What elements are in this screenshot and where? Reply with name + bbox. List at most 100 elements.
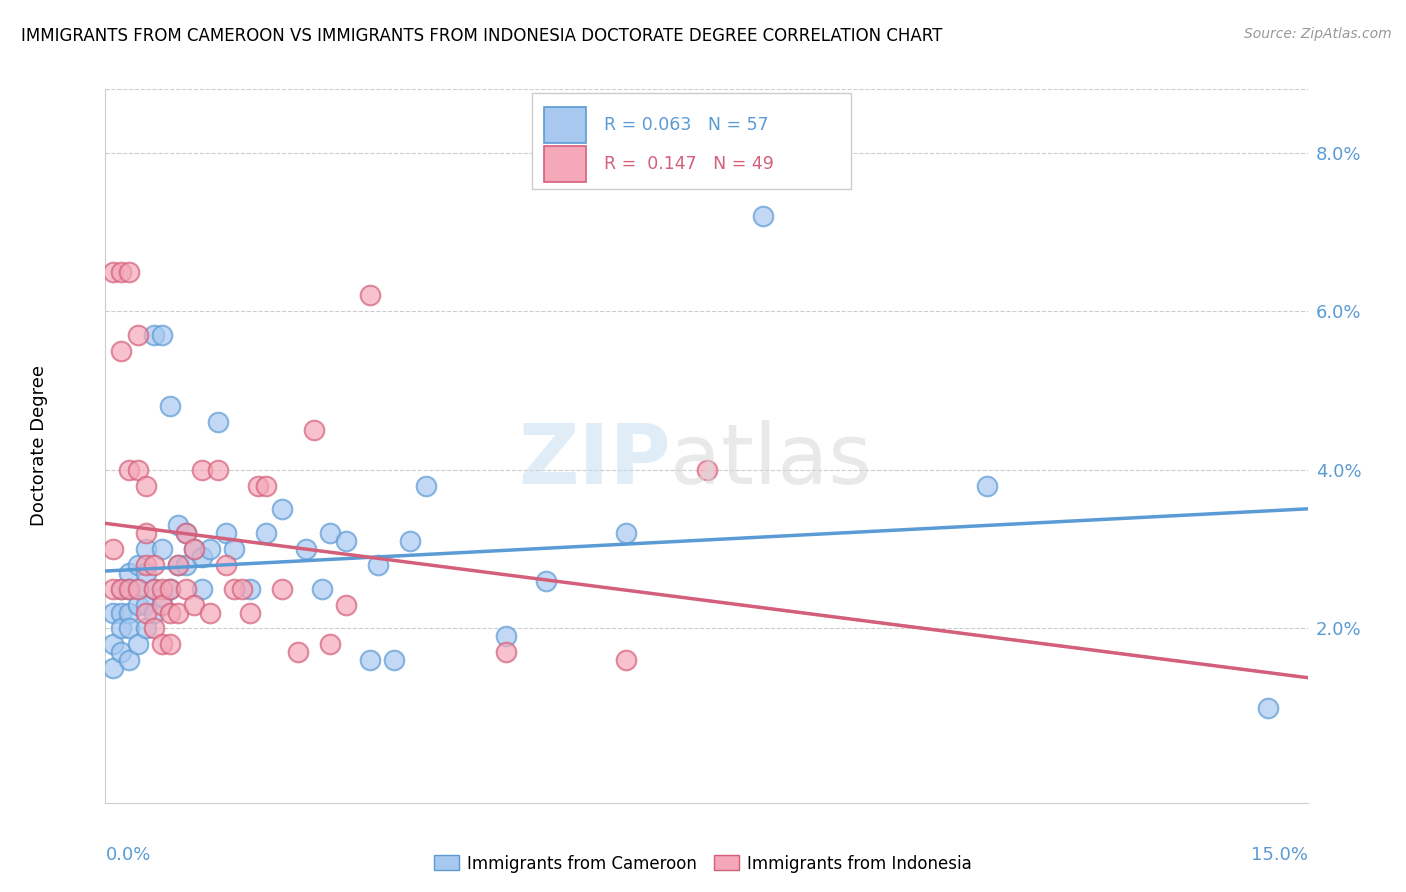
Point [359, 288, 381, 302]
Point [287, 645, 309, 659]
Point [150, 637, 173, 651]
Point [150, 590, 173, 604]
Point [399, 534, 422, 549]
Point [166, 558, 188, 572]
Point [174, 582, 197, 596]
Point [159, 582, 181, 596]
Point [127, 328, 149, 343]
Point [214, 526, 236, 541]
Point [142, 582, 165, 596]
Point [174, 526, 197, 541]
Point [214, 558, 236, 572]
Point [159, 606, 181, 620]
Point [159, 400, 181, 414]
Point [103, 264, 125, 278]
Point [166, 558, 188, 572]
Point [103, 542, 125, 557]
Point [135, 478, 157, 492]
Point [118, 566, 141, 580]
Point [103, 661, 125, 675]
Point [751, 209, 773, 223]
Point [302, 423, 325, 437]
Point [616, 526, 638, 541]
Text: atlas: atlas [671, 420, 872, 500]
Point [110, 264, 132, 278]
Text: 15.0%: 15.0% [1250, 846, 1308, 863]
Point [127, 558, 149, 572]
Point [976, 478, 998, 492]
Point [150, 328, 173, 343]
Point [174, 526, 197, 541]
Text: R =  0.147   N = 49: R = 0.147 N = 49 [605, 155, 775, 173]
Point [319, 526, 342, 541]
Point [335, 598, 357, 612]
Point [142, 606, 165, 620]
Point [150, 542, 173, 557]
Point [174, 558, 197, 572]
Point [696, 463, 718, 477]
Point [135, 542, 157, 557]
Point [118, 463, 141, 477]
Point [110, 582, 132, 596]
Point [616, 653, 638, 667]
Point [183, 542, 205, 557]
Point [135, 526, 157, 541]
Point [222, 582, 245, 596]
Text: IMMIGRANTS FROM CAMEROON VS IMMIGRANTS FROM INDONESIA DOCTORATE DEGREE CORRELATI: IMMIGRANTS FROM CAMEROON VS IMMIGRANTS F… [21, 27, 942, 45]
Point [118, 582, 141, 596]
Point [190, 549, 212, 564]
Point [166, 518, 188, 533]
Point [135, 558, 157, 572]
Text: 0.0%: 0.0% [105, 846, 150, 863]
Point [150, 582, 173, 596]
Point [159, 637, 181, 651]
Point [127, 598, 149, 612]
Point [190, 463, 212, 477]
Point [254, 526, 277, 541]
Point [495, 629, 517, 643]
Legend: Immigrants from Cameroon, Immigrants from Indonesia: Immigrants from Cameroon, Immigrants fro… [427, 848, 979, 880]
Point [231, 582, 253, 596]
Point [142, 582, 165, 596]
Text: Source: ZipAtlas.com: Source: ZipAtlas.com [1244, 27, 1392, 41]
Point [118, 582, 141, 596]
Text: Doctorate Degree: Doctorate Degree [31, 366, 48, 526]
Point [159, 582, 181, 596]
Point [319, 637, 342, 651]
Point [311, 582, 333, 596]
Point [382, 653, 405, 667]
FancyBboxPatch shape [533, 93, 851, 189]
Point [295, 542, 318, 557]
Text: R = 0.063   N = 57: R = 0.063 N = 57 [605, 116, 769, 134]
Point [534, 574, 557, 588]
Point [127, 582, 149, 596]
Point [118, 264, 141, 278]
Point [110, 645, 132, 659]
Point [110, 621, 132, 635]
Point [142, 621, 165, 635]
Point [222, 542, 245, 557]
Point [246, 478, 269, 492]
Point [367, 558, 389, 572]
Point [127, 582, 149, 596]
Point [415, 478, 437, 492]
Point [198, 542, 221, 557]
Point [135, 598, 157, 612]
Point [150, 598, 173, 612]
Point [207, 463, 229, 477]
Point [198, 606, 221, 620]
Point [110, 343, 132, 358]
Point [207, 415, 229, 429]
Text: ZIP: ZIP [517, 420, 671, 500]
Point [190, 582, 212, 596]
Point [254, 478, 277, 492]
Point [359, 653, 381, 667]
Point [110, 582, 132, 596]
Point [1257, 700, 1279, 714]
Point [127, 463, 149, 477]
Point [142, 558, 165, 572]
FancyBboxPatch shape [544, 146, 586, 182]
Point [166, 606, 188, 620]
Point [270, 502, 292, 516]
Point [270, 582, 292, 596]
